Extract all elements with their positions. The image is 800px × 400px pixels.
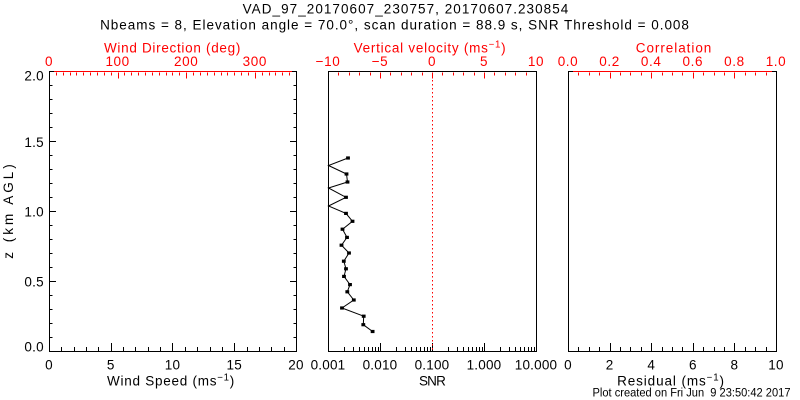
svg-text:4: 4 (647, 358, 655, 373)
svg-text:0.001: 0.001 (311, 358, 346, 373)
svg-text:0.5: 0.5 (24, 275, 44, 290)
svg-text:20: 20 (288, 358, 303, 373)
svg-text:1.5: 1.5 (24, 135, 44, 150)
svg-text:100: 100 (105, 54, 129, 69)
svg-text:0: 0 (428, 54, 436, 69)
svg-text:10: 10 (528, 54, 544, 69)
svg-text:Plot created on Fri Jun 9 23:: Plot created on Fri Jun 9 23:50:42 2017 (593, 386, 791, 400)
svg-text:0.0: 0.0 (24, 340, 44, 355)
svg-text:1.000: 1.000 (467, 358, 502, 373)
svg-text:Nbeams = 8, Elevation angle =: Nbeams = 8, Elevation angle = 70.0°, sca… (100, 18, 690, 33)
svg-text:z (km AGL): z (km AGL) (1, 161, 16, 259)
svg-text:−5: −5 (372, 54, 389, 69)
svg-text:0.4: 0.4 (641, 54, 662, 69)
svg-text:2.0: 2.0 (24, 69, 44, 84)
svg-text:Correlation: Correlation (636, 41, 712, 56)
svg-text:−10: −10 (316, 54, 341, 69)
svg-text:15: 15 (227, 358, 242, 373)
svg-text:10: 10 (768, 358, 783, 373)
svg-text:Wind Direction (deg): Wind Direction (deg) (104, 41, 241, 56)
svg-text:Vertical velocity (ms−1): Vertical velocity (ms−1) (354, 40, 507, 56)
svg-text:0: 0 (45, 358, 53, 373)
svg-text:VAD_97_20170607_230757, 201706: VAD_97_20170607_230757, 20170607.230854 (243, 1, 570, 16)
svg-text:6: 6 (689, 358, 697, 373)
svg-text:0: 0 (45, 54, 53, 69)
svg-text:200: 200 (174, 54, 198, 69)
svg-text:1.0: 1.0 (766, 54, 787, 69)
svg-text:SNR: SNR (419, 374, 446, 389)
svg-text:300: 300 (243, 54, 267, 69)
svg-text:0.2: 0.2 (599, 54, 620, 69)
svg-text:8: 8 (731, 358, 739, 373)
svg-text:0.8: 0.8 (724, 54, 745, 69)
svg-text:Wind Speed (ms−1): Wind Speed (ms−1) (107, 373, 235, 389)
svg-text:2: 2 (606, 358, 614, 373)
svg-text:10.000: 10.000 (515, 358, 558, 373)
svg-text:1.0: 1.0 (24, 205, 44, 220)
svg-text:0.010: 0.010 (363, 358, 398, 373)
svg-text:5: 5 (107, 358, 115, 373)
svg-text:0: 0 (564, 358, 572, 373)
svg-text:0.0: 0.0 (558, 54, 579, 69)
svg-text:10: 10 (165, 358, 180, 373)
svg-text:5: 5 (480, 54, 488, 69)
svg-text:0.100: 0.100 (415, 358, 450, 373)
svg-text:Residual (ms−1): Residual (ms−1) (617, 373, 725, 389)
svg-text:0.6: 0.6 (683, 54, 704, 69)
